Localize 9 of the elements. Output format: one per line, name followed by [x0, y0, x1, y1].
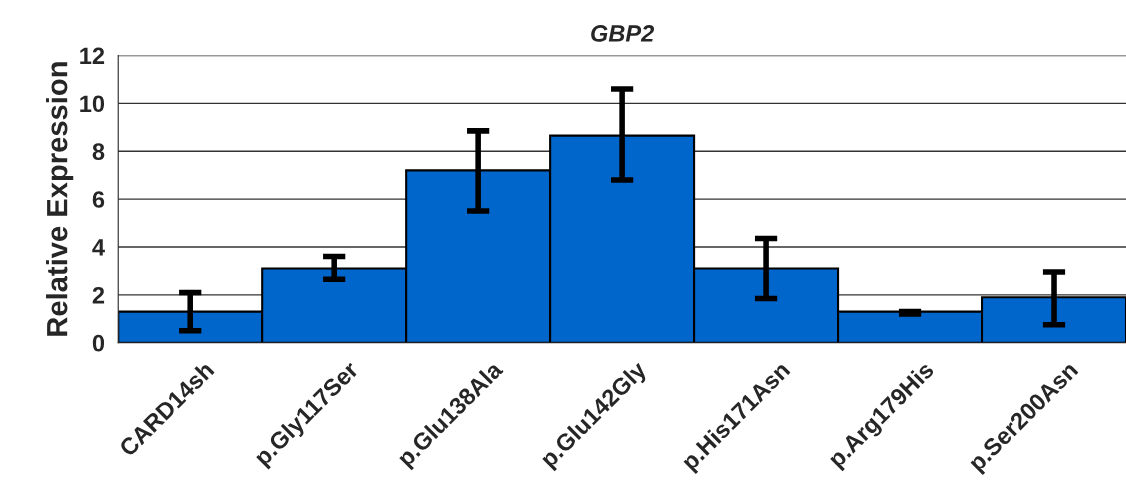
y-tick-label: 2: [92, 286, 105, 304]
y-tick-label: 10: [80, 95, 105, 113]
y-tick-label: 12: [80, 47, 105, 64]
chart-title: GBP2: [591, 25, 655, 42]
y-tick-label: 4: [92, 239, 105, 256]
y-tick-label: 6: [92, 191, 105, 208]
y-tick-label: 8: [92, 143, 105, 160]
y-axis-title: Relative Expression: [46, 62, 74, 336]
y-tick-label: 0: [92, 334, 105, 352]
